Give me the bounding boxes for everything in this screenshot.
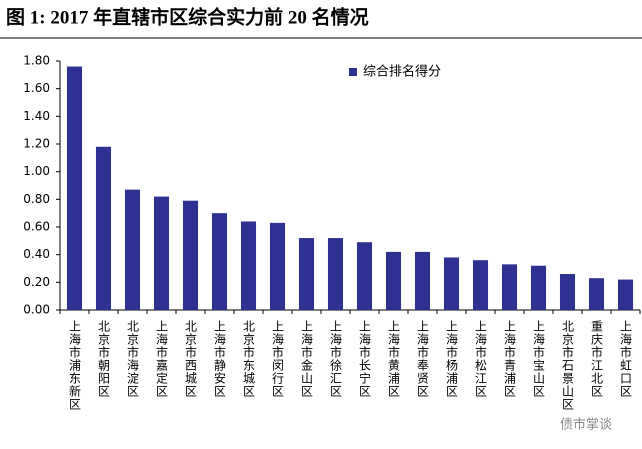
- y-tick-label: 1.60: [23, 81, 50, 95]
- x-tick-label: 上海市宝山区: [532, 320, 546, 398]
- y-tick-label: 0.00: [23, 303, 50, 317]
- x-tick-label: 上海市奉贤区: [416, 320, 430, 398]
- x-tick-label: 上海市闵行区: [271, 320, 285, 398]
- bar: [124, 189, 141, 310]
- y-tick-label: 0.60: [23, 220, 50, 234]
- x-tick-label: 上海市浦东新区: [68, 320, 82, 411]
- bar: [327, 238, 344, 310]
- watermark: 债市掌谈: [560, 417, 612, 433]
- x-tick-label: 北京市东城区: [242, 320, 256, 398]
- y-tick-label: 1.20: [23, 137, 50, 151]
- x-tick-label: 上海市松江区: [474, 320, 488, 398]
- bar: [588, 278, 605, 310]
- x-tick-label: 北京市海淀区: [126, 320, 140, 398]
- bar: [530, 265, 547, 310]
- bar: [356, 242, 373, 310]
- x-tick-label: 上海市金山区: [300, 320, 314, 398]
- x-tick-label: 上海市静安区: [213, 320, 227, 398]
- bar: [240, 221, 257, 310]
- x-tick-label: 上海市杨浦区: [445, 320, 459, 398]
- chart-title: 图 1: 2017 年直辖市区综合实力前 20 名情况: [6, 5, 369, 28]
- x-tick-label: 上海市长宁区: [358, 320, 372, 398]
- y-tick-label: 1.40: [23, 109, 50, 123]
- bar: [182, 200, 199, 310]
- bar: [298, 238, 315, 310]
- bar: [443, 257, 460, 310]
- x-tick-label: 重庆市江北区: [590, 320, 604, 398]
- x-tick-label: 北京市西城区: [184, 320, 198, 398]
- bar: [472, 260, 489, 310]
- bar: [269, 222, 286, 310]
- y-tick-label: 0.20: [23, 275, 50, 289]
- x-tick-label: 上海市嘉定区: [155, 320, 169, 398]
- bar: [211, 213, 228, 310]
- y-tick-label: 1.00: [23, 164, 50, 178]
- x-tick-label: 上海市虹口区: [619, 320, 633, 398]
- x-tick-label: 北京市石景山区: [561, 320, 575, 411]
- bar: [617, 279, 634, 310]
- y-tick-label: 0.40: [23, 247, 50, 261]
- x-tick-label: 上海市青浦区: [503, 320, 517, 398]
- legend-swatch: [349, 68, 357, 76]
- y-tick-label: 0.80: [23, 192, 50, 206]
- bar: [153, 196, 170, 310]
- y-tick-label: 1.80: [23, 54, 50, 68]
- bar: [559, 274, 576, 310]
- bar: [501, 264, 518, 310]
- x-tick-label: 北京市朝阳区: [97, 320, 111, 398]
- x-tick-label: 上海市黄浦区: [387, 320, 401, 398]
- legend-label: 综合排名得分: [363, 64, 441, 80]
- x-tick-label: 上海市徐汇区: [329, 320, 343, 398]
- bar: [95, 146, 112, 310]
- bar: [414, 251, 431, 310]
- bar: [66, 66, 83, 311]
- bar: [385, 251, 402, 310]
